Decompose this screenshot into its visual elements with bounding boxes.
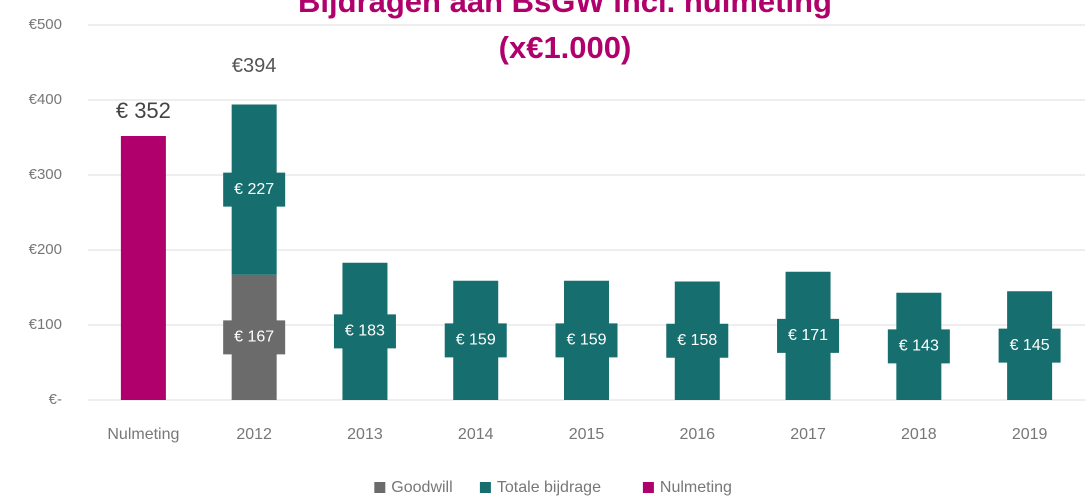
x-tick-label: 2014 <box>458 426 494 443</box>
data-label: € 171 <box>788 327 828 344</box>
x-tick-label: 2019 <box>1012 426 1048 443</box>
x-tick-label: Nulmeting <box>107 426 179 443</box>
x-tick-label: 2012 <box>236 426 272 443</box>
data-label: € 159 <box>456 332 496 349</box>
legend-swatch <box>374 482 386 493</box>
data-label-box <box>444 323 507 358</box>
legend-label: Goodwill <box>391 479 452 496</box>
y-tick-label: €- <box>49 391 62 408</box>
data-label: € 158 <box>677 332 717 349</box>
x-tick-label: 2017 <box>790 426 826 443</box>
legend-label: Nulmeting <box>660 479 732 496</box>
legend-swatch <box>479 482 491 493</box>
data-label-box <box>555 323 618 358</box>
data-label-box <box>223 172 286 207</box>
data-label-box <box>887 329 950 364</box>
data-label-box <box>223 320 286 355</box>
data-label: € 352 <box>116 98 171 123</box>
y-tick-label: €300 <box>29 166 62 183</box>
data-label-box <box>777 318 840 353</box>
x-tick-label: 2013 <box>347 426 383 443</box>
chart-title: (x€1.000) <box>499 30 632 65</box>
x-tick-label: 2018 <box>901 426 937 443</box>
data-label: € 159 <box>566 332 606 349</box>
y-tick-label: €200 <box>29 241 62 258</box>
legend-label: Totale bijdrage <box>497 479 601 496</box>
data-label-box <box>998 328 1061 363</box>
data-label: € 167 <box>234 329 274 346</box>
data-label: € 183 <box>345 323 385 340</box>
total-label: €394 <box>232 55 277 77</box>
chart-title: Bijdragen aan BsGW incl. nulmeting <box>298 0 832 19</box>
data-label: € 227 <box>234 181 274 198</box>
x-tick-label: 2015 <box>569 426 605 443</box>
legend-swatch <box>642 482 654 493</box>
data-label-box <box>666 323 729 358</box>
data-label-box <box>333 314 396 349</box>
y-tick-label: €100 <box>29 316 62 333</box>
x-tick-label: 2016 <box>679 426 715 443</box>
data-label: € 145 <box>1010 337 1050 354</box>
bar-segment <box>120 136 166 400</box>
y-tick-label: €500 <box>29 16 62 33</box>
data-label: € 143 <box>899 338 939 355</box>
y-tick-label: €400 <box>29 91 62 108</box>
